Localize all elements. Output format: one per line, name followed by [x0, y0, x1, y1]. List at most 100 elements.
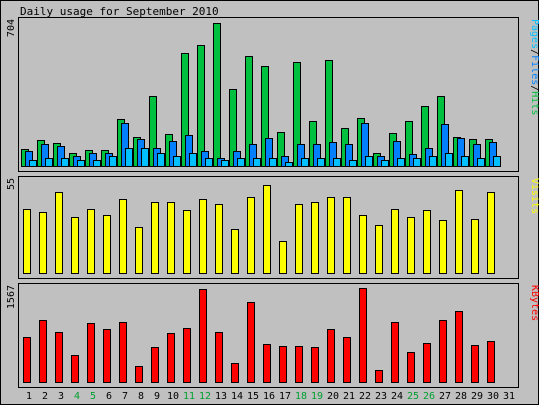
bar-kbytes-day-14: [231, 363, 239, 383]
day-label-2: 2: [42, 391, 48, 402]
bar-visits-day-17: [279, 241, 287, 274]
bar-pages-day-21: [349, 160, 357, 167]
day-label-21: 21: [343, 391, 355, 402]
bar-hits-day-12: [197, 45, 205, 167]
bar-visits-day-4: [71, 217, 79, 274]
bar-visits-day-15: [247, 197, 255, 274]
bar-pages-day-7: [125, 148, 133, 167]
day-label-28: 28: [455, 391, 467, 402]
day-label-14: 14: [231, 391, 243, 402]
day-label-26: 26: [423, 391, 435, 402]
bar-kbytes-day-22: [359, 288, 367, 383]
day-label-24: 24: [391, 391, 403, 402]
panel-scale-label: 704: [6, 19, 17, 37]
bar-kbytes-day-27: [439, 320, 447, 383]
bar-kbytes-day-9: [151, 347, 159, 383]
bar-kbytes-day-30: [487, 341, 495, 383]
bar-kbytes-day-3: [55, 332, 63, 383]
bar-pages-day-5: [93, 160, 101, 167]
legend-part: Pages: [529, 19, 539, 49]
bar-pages-day-29: [477, 158, 485, 167]
bar-kbytes-day-2: [39, 320, 47, 383]
bar-pages-day-15: [253, 158, 261, 167]
legend-part: Visits: [529, 178, 539, 214]
day-label-1: 1: [26, 391, 32, 402]
bar-visits-day-10: [167, 202, 175, 274]
day-label-29: 29: [471, 391, 483, 402]
day-label-16: 16: [263, 391, 275, 402]
bar-visits-day-24: [391, 209, 399, 274]
day-label-27: 27: [439, 391, 451, 402]
bar-pages-day-19: [317, 158, 325, 167]
bar-visits-day-22: [359, 215, 367, 274]
bar-visits-day-25: [407, 217, 415, 274]
chart-title: Daily usage for September 2010: [20, 5, 219, 18]
bar-kbytes-day-29: [471, 345, 479, 383]
bar-pages-day-1: [29, 160, 37, 167]
bar-visits-day-14: [231, 229, 239, 274]
day-label-19: 19: [311, 391, 323, 402]
bar-visits-day-27: [439, 220, 447, 274]
bar-visits-day-30: [487, 192, 495, 274]
bar-kbytes-day-26: [423, 343, 431, 383]
chart-panels: 704 Pages/Files/Hits 55 Visits 1567 KBytes: [6, 17, 539, 388]
bar-pages-day-26: [429, 156, 437, 167]
bar-kbytes-day-24: [391, 322, 399, 383]
bar-visits-day-28: [455, 190, 463, 274]
bar-kbytes-day-5: [87, 323, 95, 383]
legend-part: Hits: [529, 91, 539, 115]
bar-kbytes-day-19: [311, 347, 319, 383]
day-label-12: 12: [199, 391, 211, 402]
panel-scale-label: 55: [6, 178, 17, 190]
day-label-10: 10: [167, 391, 179, 402]
bar-visits-day-6: [103, 215, 111, 274]
bar-kbytes-day-28: [455, 311, 463, 383]
bar-kbytes-day-21: [343, 337, 351, 383]
bar-pages-day-12: [205, 158, 213, 167]
day-label-25: 25: [407, 391, 419, 402]
panel-scale-label: 1567: [6, 285, 17, 309]
bar-kbytes-day-13: [215, 332, 223, 383]
day-label-6: 6: [106, 391, 112, 402]
day-label-4: 4: [74, 391, 80, 402]
bar-visits-day-12: [199, 199, 207, 274]
legend-part: KBytes: [529, 285, 539, 321]
bar-pages-day-24: [397, 158, 405, 167]
bar-visits-day-29: [471, 219, 479, 274]
bar-kbytes-day-6: [103, 329, 111, 383]
bar-visits-day-8: [135, 227, 143, 274]
day-label-30: 30: [487, 391, 499, 402]
bar-kbytes-day-20: [327, 329, 335, 383]
day-label-20: 20: [327, 391, 339, 402]
panel-legend: Pages/Files/Hits: [529, 19, 539, 115]
panel-hits-files-pages: 704 Pages/Files/Hits: [6, 17, 539, 172]
day-label-23: 23: [375, 391, 387, 402]
bar-visits-day-9: [151, 202, 159, 274]
bar-pages-day-11: [189, 153, 197, 167]
bar-hits-day-13: [213, 23, 221, 167]
bar-pages-day-18: [301, 158, 309, 167]
bar-pages-day-17: [285, 162, 293, 167]
bar-pages-day-9: [157, 153, 165, 167]
bar-visits-day-18: [295, 204, 303, 274]
bar-visits-day-23: [375, 225, 383, 274]
panel-kbytes: 1567 KBytes: [6, 283, 539, 388]
day-label-31: 31: [503, 391, 515, 402]
bar-pages-day-6: [109, 156, 117, 167]
bar-pages-day-22: [365, 156, 373, 167]
day-label-17: 17: [279, 391, 291, 402]
bar-visits-day-13: [215, 204, 223, 274]
bar-pages-day-20: [333, 158, 341, 167]
bar-visits-day-2: [39, 212, 47, 274]
bar-visits-day-21: [343, 197, 351, 274]
bar-visits-day-20: [327, 197, 335, 274]
bar-visits-day-11: [183, 210, 191, 274]
legend-part: /: [529, 85, 539, 91]
panel-legend: KBytes: [529, 285, 539, 321]
bar-kbytes-day-10: [167, 333, 175, 383]
bar-pages-day-14: [237, 158, 245, 167]
legend-part: /: [529, 49, 539, 55]
day-label-18: 18: [295, 391, 307, 402]
bar-pages-day-2: [45, 158, 53, 167]
